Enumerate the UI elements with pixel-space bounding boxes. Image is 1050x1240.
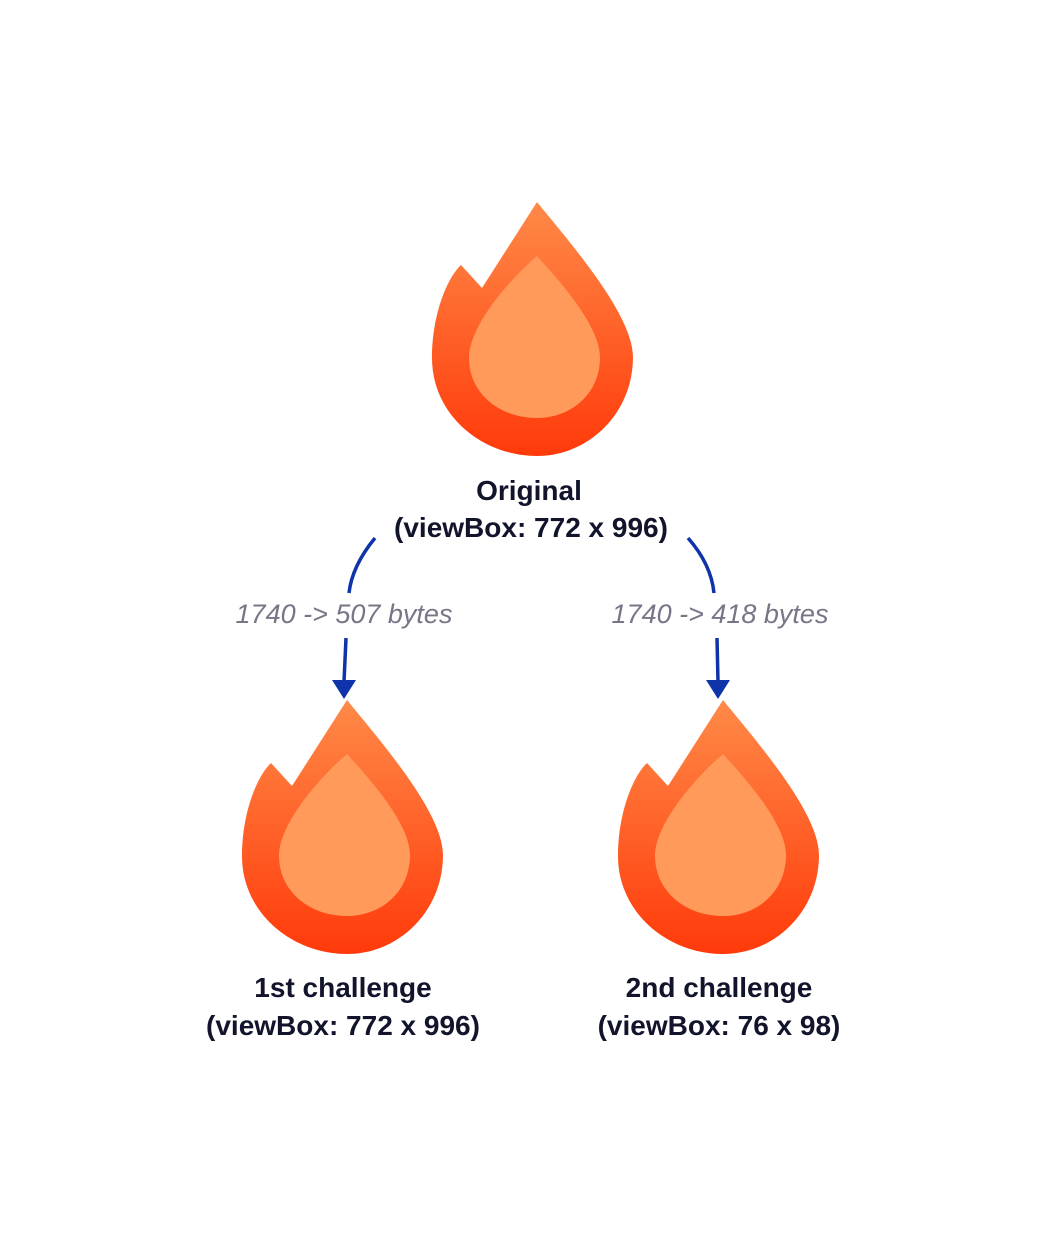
node-title-second: 2nd challenge bbox=[626, 972, 813, 1003]
arrow-head bbox=[332, 680, 356, 699]
edge-original-to-second: 1740 -> 418 bytes bbox=[612, 536, 829, 699]
arrow-curve bbox=[347, 536, 377, 594]
edge-label-second: 1740 -> 418 bytes bbox=[612, 599, 829, 629]
node-subtitle-second: (viewBox: 76 x 98) bbox=[598, 1010, 841, 1041]
arrow-curve bbox=[686, 536, 716, 594]
node-subtitle-original: (viewBox: 772 x 996) bbox=[394, 512, 668, 543]
flame-icon bbox=[618, 700, 819, 954]
node-subtitle-first: (viewBox: 772 x 996) bbox=[206, 1010, 480, 1041]
arrow-head bbox=[706, 680, 730, 699]
edge-original-to-first: 1740 -> 507 bytes bbox=[236, 536, 453, 699]
flame-node-first: 1st challenge (viewBox: 772 x 996) bbox=[206, 700, 480, 1041]
flame-icon bbox=[432, 202, 633, 456]
arrow-shaft bbox=[342, 637, 348, 683]
flame-node-second: 2nd challenge (viewBox: 76 x 98) bbox=[598, 700, 841, 1041]
flame-icon bbox=[242, 700, 443, 954]
arrow-shaft bbox=[715, 637, 720, 683]
edge-label-first: 1740 -> 507 bytes bbox=[236, 599, 453, 629]
node-title-original: Original bbox=[476, 475, 582, 506]
node-title-first: 1st challenge bbox=[254, 972, 431, 1003]
flame-node-original: Original (viewBox: 772 x 996) bbox=[394, 202, 668, 543]
